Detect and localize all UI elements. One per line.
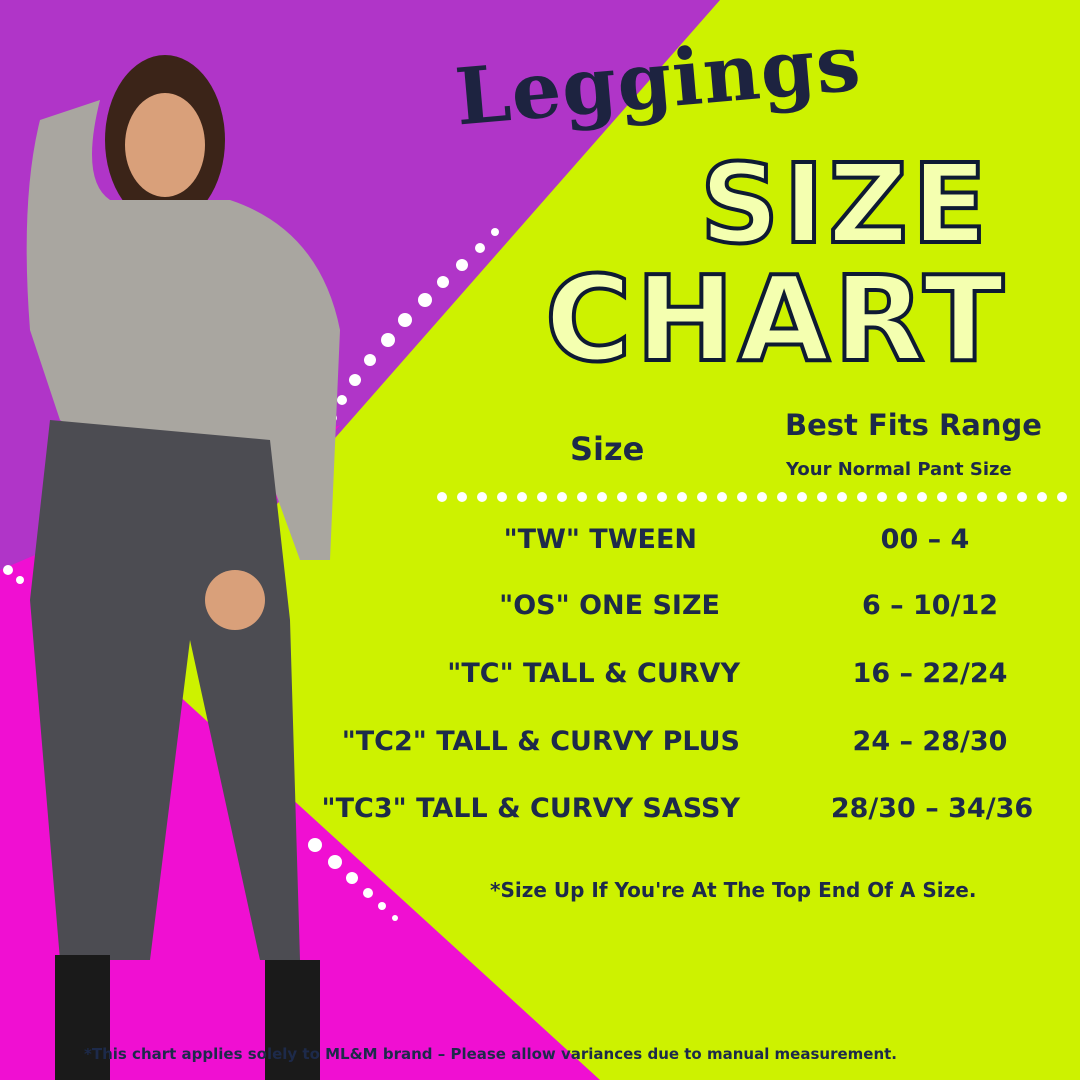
- size-label: "TC" TALL & CURVY: [447, 658, 740, 689]
- size-label: "OS" ONE SIZE: [499, 590, 720, 621]
- size-label: "TW" TWEEN: [503, 524, 697, 555]
- title-size: SIZE: [698, 138, 992, 270]
- size-range: 24 – 28/30: [852, 726, 1008, 757]
- header-size: Size: [570, 430, 645, 468]
- footnote: *This chart applies solely to ML&M brand…: [84, 1045, 898, 1063]
- size-range: 28/30 – 34/36: [830, 793, 1034, 824]
- title-chart: CHART: [543, 248, 1008, 390]
- size-up-note: *Size Up If You're At The Top End Of A S…: [490, 878, 977, 902]
- lime-panel: [140, 0, 1080, 1080]
- header-range: Best Fits Range: [785, 408, 1042, 442]
- row-divider-dots: [437, 492, 1067, 502]
- size-range: 16 – 22/24: [852, 658, 1008, 689]
- size-range: 00 – 4: [880, 524, 970, 555]
- size-range: 6 – 10/12: [861, 590, 999, 621]
- header-range-sub: Your Normal Pant Size: [786, 459, 1012, 480]
- size-label: "TC2" TALL & CURVY PLUS: [341, 726, 740, 757]
- model-photo: [26, 55, 341, 1080]
- size-label: "TC3" TALL & CURVY SASSY: [321, 793, 740, 824]
